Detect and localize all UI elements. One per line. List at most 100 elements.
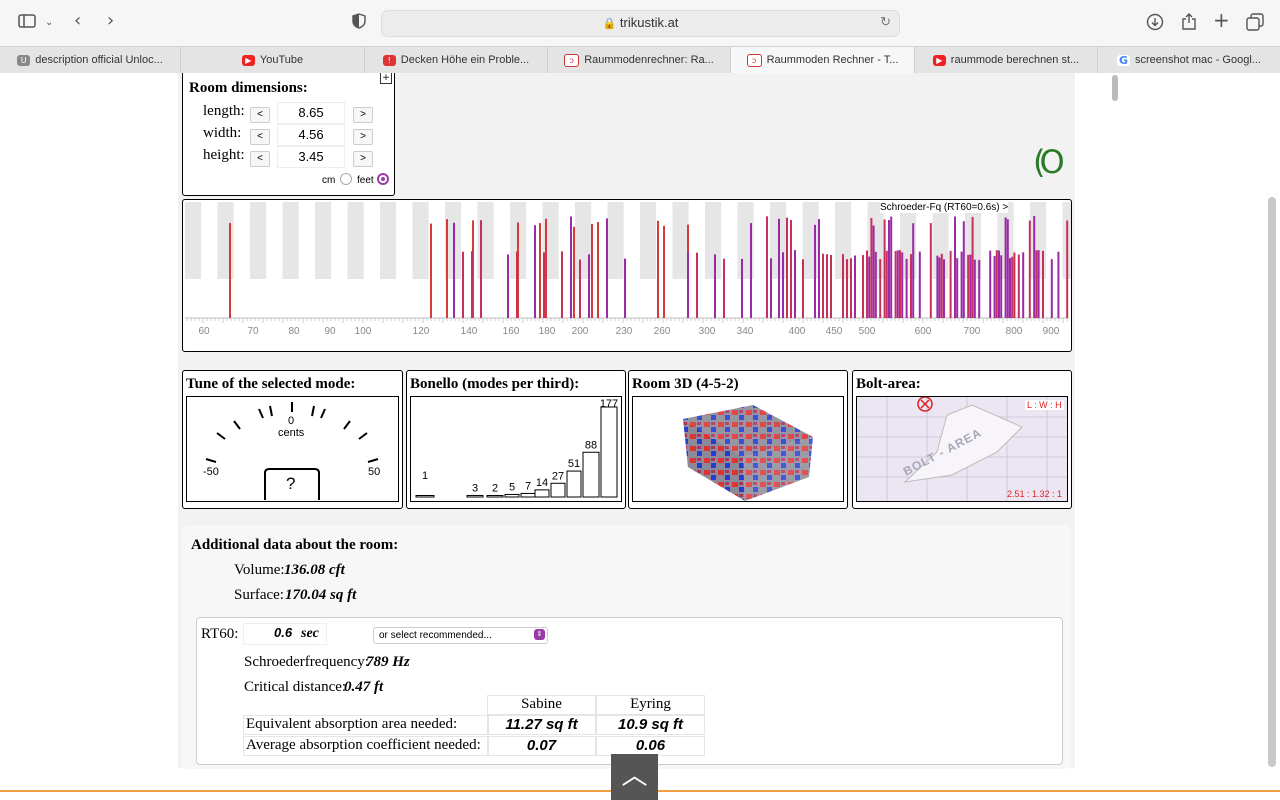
- room-mode-bar[interactable]: [896, 250, 899, 318]
- room-mode-bar[interactable]: [1035, 250, 1038, 318]
- room-mode-bar[interactable]: [543, 252, 545, 318]
- room-mode-bar[interactable]: [901, 252, 904, 318]
- room-mode-bar[interactable]: [854, 255, 856, 318]
- room-mode-bar[interactable]: [978, 259, 981, 318]
- room-mode-bar[interactable]: [782, 252, 784, 318]
- room-mode-bar[interactable]: [446, 219, 448, 318]
- room-mode-bar[interactable]: [507, 254, 509, 318]
- room-mode-bar[interactable]: [802, 259, 804, 318]
- room-mode-bar[interactable]: [929, 223, 932, 318]
- scroll-to-top-button[interactable]: ︿: [611, 754, 658, 800]
- room-mode-bar[interactable]: [1000, 255, 1003, 318]
- room-mode-bar[interactable]: [885, 250, 888, 318]
- room-mode-bar[interactable]: [545, 218, 547, 318]
- room-mode-bar[interactable]: [770, 258, 772, 318]
- room-mode-bar[interactable]: [786, 217, 788, 318]
- room-mode-bar[interactable]: [579, 259, 581, 318]
- room-mode-bar[interactable]: [995, 250, 998, 318]
- room-mode-bar[interactable]: [1037, 250, 1040, 318]
- room-mode-bar[interactable]: [1006, 219, 1009, 318]
- room-mode-bar[interactable]: [1033, 216, 1036, 318]
- share-icon[interactable]: [1181, 12, 1197, 36]
- tab-raummode-berechnen[interactable]: ▶ raummode berechnen st...: [915, 47, 1098, 73]
- room-mode-bar[interactable]: [778, 218, 780, 318]
- tab-decken[interactable]: ! Decken Höhe ein Proble...: [365, 47, 548, 73]
- room-mode-bar[interactable]: [534, 225, 536, 318]
- room-mode-bar[interactable]: [910, 254, 912, 318]
- room-mode-bar[interactable]: [766, 216, 768, 318]
- room-mode-bar[interactable]: [539, 223, 541, 318]
- room-mode-bar[interactable]: [1009, 258, 1011, 318]
- room-mode-bar[interactable]: [890, 216, 893, 318]
- room-mode-bar[interactable]: [962, 221, 965, 318]
- new-tab-icon[interactable]: +: [1213, 8, 1230, 32]
- room-mode-bar[interactable]: [462, 251, 464, 318]
- length-increase-button[interactable]: >: [353, 107, 373, 123]
- room-mode-bar[interactable]: [1022, 252, 1025, 318]
- tab-overview-icon[interactable]: [1246, 13, 1264, 36]
- page-scrollbar[interactable]: [1268, 197, 1276, 767]
- room-mode-bar[interactable]: [588, 254, 590, 318]
- room-mode-bar[interactable]: [912, 223, 915, 318]
- width-increase-button[interactable]: >: [353, 129, 373, 145]
- height-input[interactable]: 3.45: [277, 146, 345, 168]
- room-mode-bar[interactable]: [872, 225, 875, 318]
- room-mode-bar[interactable]: [888, 220, 890, 318]
- chevron-down-icon[interactable]: ⌄: [45, 17, 54, 28]
- room-mode-bar[interactable]: [960, 251, 963, 318]
- room-mode-bar[interactable]: [949, 250, 952, 318]
- right-edge-scrollbar[interactable]: [1112, 75, 1118, 101]
- room-mode-bar[interactable]: [822, 253, 824, 318]
- room-mode-bar[interactable]: [967, 254, 970, 318]
- room-mode-bar[interactable]: [570, 216, 572, 318]
- sidebar-icon[interactable]: [18, 13, 36, 34]
- room-mode-bar[interactable]: [453, 222, 455, 318]
- room-mode-bar[interactable]: [899, 250, 901, 318]
- room-mode-bar[interactable]: [624, 258, 626, 318]
- room-mode-bar[interactable]: [818, 219, 820, 318]
- room-mode-bar[interactable]: [943, 259, 945, 318]
- room-mode-bar[interactable]: [471, 251, 473, 318]
- room-mode-bar[interactable]: [894, 251, 897, 318]
- room-mode-bar[interactable]: [862, 255, 864, 318]
- room-mode-bar[interactable]: [846, 259, 848, 318]
- room-mode-bar[interactable]: [516, 251, 518, 318]
- room-mode-bar[interactable]: [998, 250, 1000, 318]
- download-icon[interactable]: [1146, 13, 1164, 36]
- room3d-display[interactable]: [632, 396, 844, 502]
- unit-feet-radio[interactable]: [377, 173, 389, 185]
- room-mode-bar[interactable]: [866, 250, 868, 318]
- shield-icon[interactable]: [352, 13, 366, 34]
- room-mode-bar[interactable]: [229, 222, 231, 318]
- room-mode-bar[interactable]: [790, 220, 792, 318]
- room-mode-bar[interactable]: [905, 258, 908, 318]
- room-mode-bar[interactable]: [973, 259, 976, 318]
- room-mode-bar[interactable]: [830, 254, 832, 318]
- room-mode-bar[interactable]: [1028, 220, 1031, 318]
- room-mode-bar[interactable]: [657, 220, 659, 318]
- room-mode-bar[interactable]: [969, 254, 972, 318]
- tab-raummoden-rechner[interactable]: ↄ Raummoden Rechner - T...: [731, 47, 915, 73]
- room-mode-bar[interactable]: [938, 257, 941, 318]
- room-mode-bar[interactable]: [874, 251, 877, 318]
- room-mode-bar[interactable]: [663, 225, 665, 318]
- room-mode-bar[interactable]: [879, 259, 882, 318]
- room-mode-bar[interactable]: [870, 218, 873, 318]
- room-mode-bar[interactable]: [561, 251, 563, 318]
- room-mode-bar[interactable]: [883, 219, 886, 318]
- room-mode-bar[interactable]: [1050, 259, 1053, 318]
- rt60-input[interactable]: 0.6: [243, 623, 327, 645]
- back-icon[interactable]: ‹: [74, 10, 82, 31]
- room-mode-bar[interactable]: [714, 254, 716, 318]
- room-mode-bar[interactable]: [573, 226, 575, 318]
- room-mode-bar[interactable]: [868, 256, 871, 318]
- room-mode-bar[interactable]: [993, 255, 996, 318]
- room-mode-bar[interactable]: [750, 223, 752, 318]
- room-mode-bar[interactable]: [956, 258, 959, 318]
- tab-raummodenrechner[interactable]: ↄ Raummodenrechner: Ra...: [548, 47, 731, 73]
- room-mode-bar[interactable]: [989, 250, 992, 318]
- width-input[interactable]: 4.56: [277, 124, 345, 146]
- room-mode-bar[interactable]: [826, 254, 828, 318]
